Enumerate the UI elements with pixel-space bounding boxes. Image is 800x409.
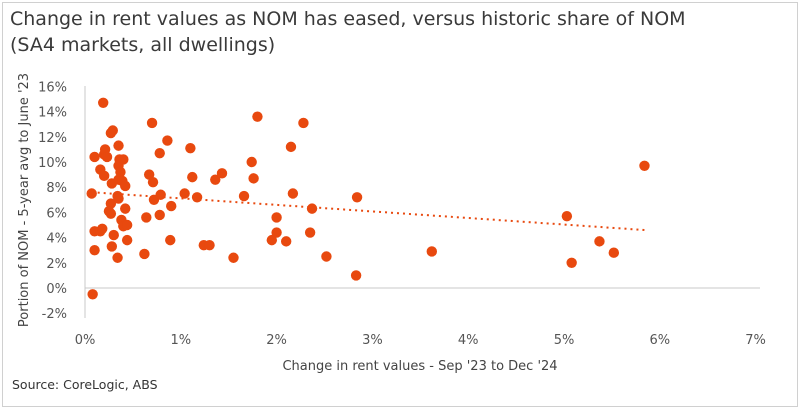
y-tick-label: 4% (46, 232, 67, 247)
x-tick-label: 5% (554, 333, 575, 348)
data-point (608, 247, 620, 258)
data-point (89, 151, 100, 163)
data-point (285, 141, 297, 153)
data-point (118, 154, 129, 165)
data-point (113, 193, 124, 204)
data-point (98, 97, 109, 108)
data-point (350, 270, 362, 281)
data-point (154, 209, 165, 221)
data-point (252, 111, 263, 122)
data-point (147, 176, 159, 188)
data-point (98, 170, 110, 182)
data-point (162, 135, 173, 146)
x-axis-label: Change in rent values - Sep '23 to Dec '… (282, 359, 557, 374)
data-point (106, 241, 118, 252)
data-point (108, 229, 119, 241)
data-point (561, 210, 573, 222)
data-point (105, 127, 117, 139)
y-tick-label: 16% (38, 80, 67, 95)
data-point (113, 140, 124, 151)
x-tick-label: 3% (362, 333, 383, 348)
data-point (139, 248, 150, 260)
x-tick-label: 4% (458, 333, 479, 348)
y-tick-label: 0% (46, 282, 67, 297)
x-tick-label: 6% (649, 333, 670, 348)
data-point (321, 251, 332, 262)
x-tick-label: 2% (266, 333, 287, 348)
data-point (298, 117, 309, 129)
y-tick-label: 14% (38, 106, 67, 121)
data-point (266, 234, 278, 246)
data-point (146, 117, 158, 129)
x-tick-label: 1% (170, 333, 191, 348)
data-point (191, 192, 203, 203)
x-tick-label: 7% (745, 333, 766, 348)
data-point (280, 236, 292, 247)
data-point (165, 234, 176, 246)
data-point (228, 252, 239, 263)
y-tick-label: 12% (38, 131, 67, 146)
source-note: Source: CoreLogic, ABS (12, 377, 158, 392)
data-point (204, 239, 215, 251)
data-point (141, 212, 152, 223)
data-point (120, 180, 131, 192)
y-tick-label: 10% (38, 156, 67, 171)
data-point (112, 252, 123, 263)
data-point (287, 188, 299, 199)
y-tick-label: 6% (46, 206, 67, 221)
data-point (179, 188, 190, 199)
data-point (121, 219, 133, 231)
y-axis-label: Portion of NOM - 5-year avg to June '23 (17, 73, 32, 327)
x-tick-label: 0% (75, 333, 96, 348)
data-point (87, 289, 98, 300)
data-point (121, 234, 133, 246)
y-tick-label: 2% (46, 257, 67, 272)
data-point (166, 200, 177, 212)
data-point (271, 212, 282, 223)
data-point (351, 192, 363, 203)
data-point (105, 208, 117, 219)
chart-title: Change in rent values as NOM has eased, … (10, 8, 686, 56)
trend-line (91, 191, 645, 232)
data-point (594, 236, 605, 247)
data-point (246, 156, 257, 168)
data-point (210, 174, 221, 185)
data-point (306, 203, 318, 214)
data-point (426, 246, 437, 257)
data-point (271, 227, 282, 238)
data-point (101, 151, 113, 163)
data-point (187, 171, 198, 183)
data-point (185, 142, 196, 154)
data-point (639, 160, 650, 171)
y-tick-label: 8% (46, 181, 67, 196)
data-point (566, 257, 577, 268)
data-point (89, 245, 100, 256)
data-point (120, 203, 131, 214)
data-point (216, 168, 228, 179)
data-point (86, 188, 97, 199)
data-point (154, 147, 165, 159)
data-point (155, 189, 166, 200)
data-point (238, 190, 250, 202)
data-point (248, 173, 259, 184)
data-point (304, 227, 316, 238)
data-point (97, 223, 108, 234)
y-tick-label: -2% (42, 307, 67, 322)
